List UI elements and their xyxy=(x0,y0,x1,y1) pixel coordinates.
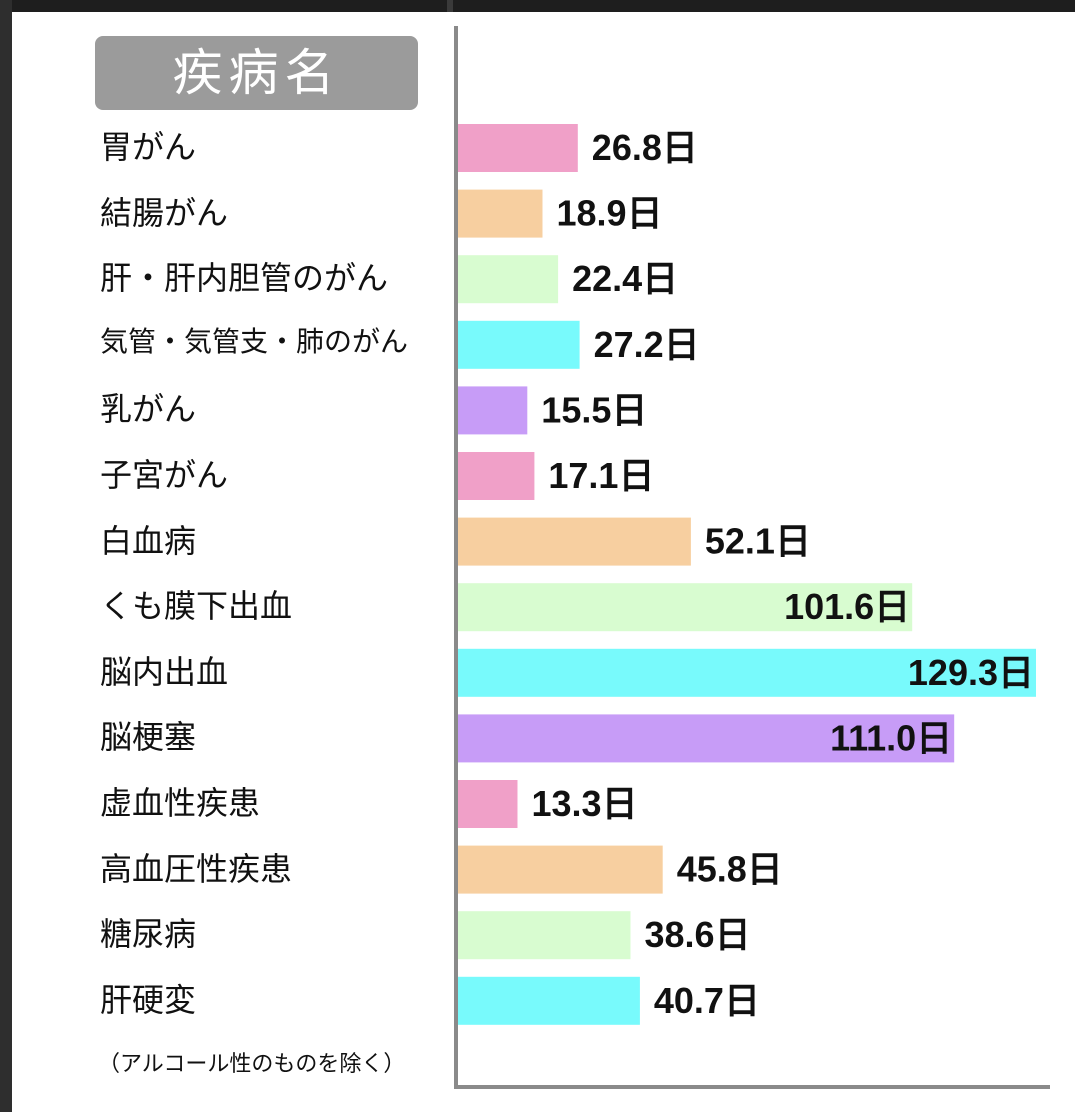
category-label-13: 肝硬変 xyxy=(100,980,197,1019)
category-label-2: 肝・肝内胆管のがん xyxy=(100,259,389,298)
value-label-10: 13.3日 xyxy=(532,783,638,824)
window-top-bar xyxy=(0,0,1075,12)
category-label-6: 白血病 xyxy=(100,521,197,560)
window-left-bar xyxy=(0,0,12,1112)
bar-13 xyxy=(458,976,640,1025)
bar-8 xyxy=(458,648,1036,697)
category-label-12: 糖尿病 xyxy=(100,915,197,954)
bar-3 xyxy=(458,320,580,369)
category-label-5: 子宮がん xyxy=(100,456,229,494)
bar-7 xyxy=(458,583,913,632)
bars-group xyxy=(458,124,1036,1025)
value-label-1: 18.9日 xyxy=(557,193,663,234)
bar-12 xyxy=(458,911,631,960)
category-label-4: 乳がん xyxy=(100,390,197,429)
bar-4 xyxy=(458,386,528,435)
value-label-7: 101.6日 xyxy=(784,586,910,627)
category-label-9: 脳梗塞 xyxy=(100,718,197,757)
bar-5 xyxy=(458,452,535,500)
bar-0 xyxy=(458,124,578,172)
value-label-3: 27.2日 xyxy=(594,324,700,365)
category-label-0: 胃がん xyxy=(100,128,197,166)
value-label-8: 129.3日 xyxy=(908,652,1034,693)
bar-6 xyxy=(458,517,691,566)
category-label-11: 高血圧性疾患 xyxy=(100,849,293,888)
window-top-notch xyxy=(447,0,453,12)
bar-10 xyxy=(458,780,518,828)
category-label-3: 気管・気管支・肺のがん xyxy=(100,324,409,358)
category-label-10: 虚血性疾患 xyxy=(100,784,261,822)
bar-1 xyxy=(458,189,543,238)
value-label-4: 15.5日 xyxy=(541,389,647,430)
value-label-0: 26.8日 xyxy=(592,127,698,168)
category-label-7: くも膜下出血 xyxy=(100,587,293,626)
category-label-1: 結腸がん xyxy=(100,193,229,232)
footnote: （アルコール性のものを除く） xyxy=(98,1052,406,1077)
bar-9 xyxy=(458,714,955,763)
value-labels-group: 26.8日 18.9日 22.4日 27.2日 15.5日 17.1日 52.1日 101.6… xyxy=(532,127,1035,1021)
value-label-6: 52.1日 xyxy=(705,521,811,562)
value-label-5: 17.1日 xyxy=(548,455,654,496)
value-label-13: 40.7日 xyxy=(654,980,760,1021)
value-label-9: 111.0日 xyxy=(830,717,952,758)
bar-11 xyxy=(458,845,663,894)
bar-2 xyxy=(458,255,559,304)
category-header: 疾病名 xyxy=(95,36,418,110)
value-label-2: 22.4日 xyxy=(572,258,678,299)
value-label-12: 38.6日 xyxy=(645,914,751,955)
value-label-11: 45.8日 xyxy=(677,849,783,890)
category-label-8: 脳内出血 xyxy=(100,652,229,691)
